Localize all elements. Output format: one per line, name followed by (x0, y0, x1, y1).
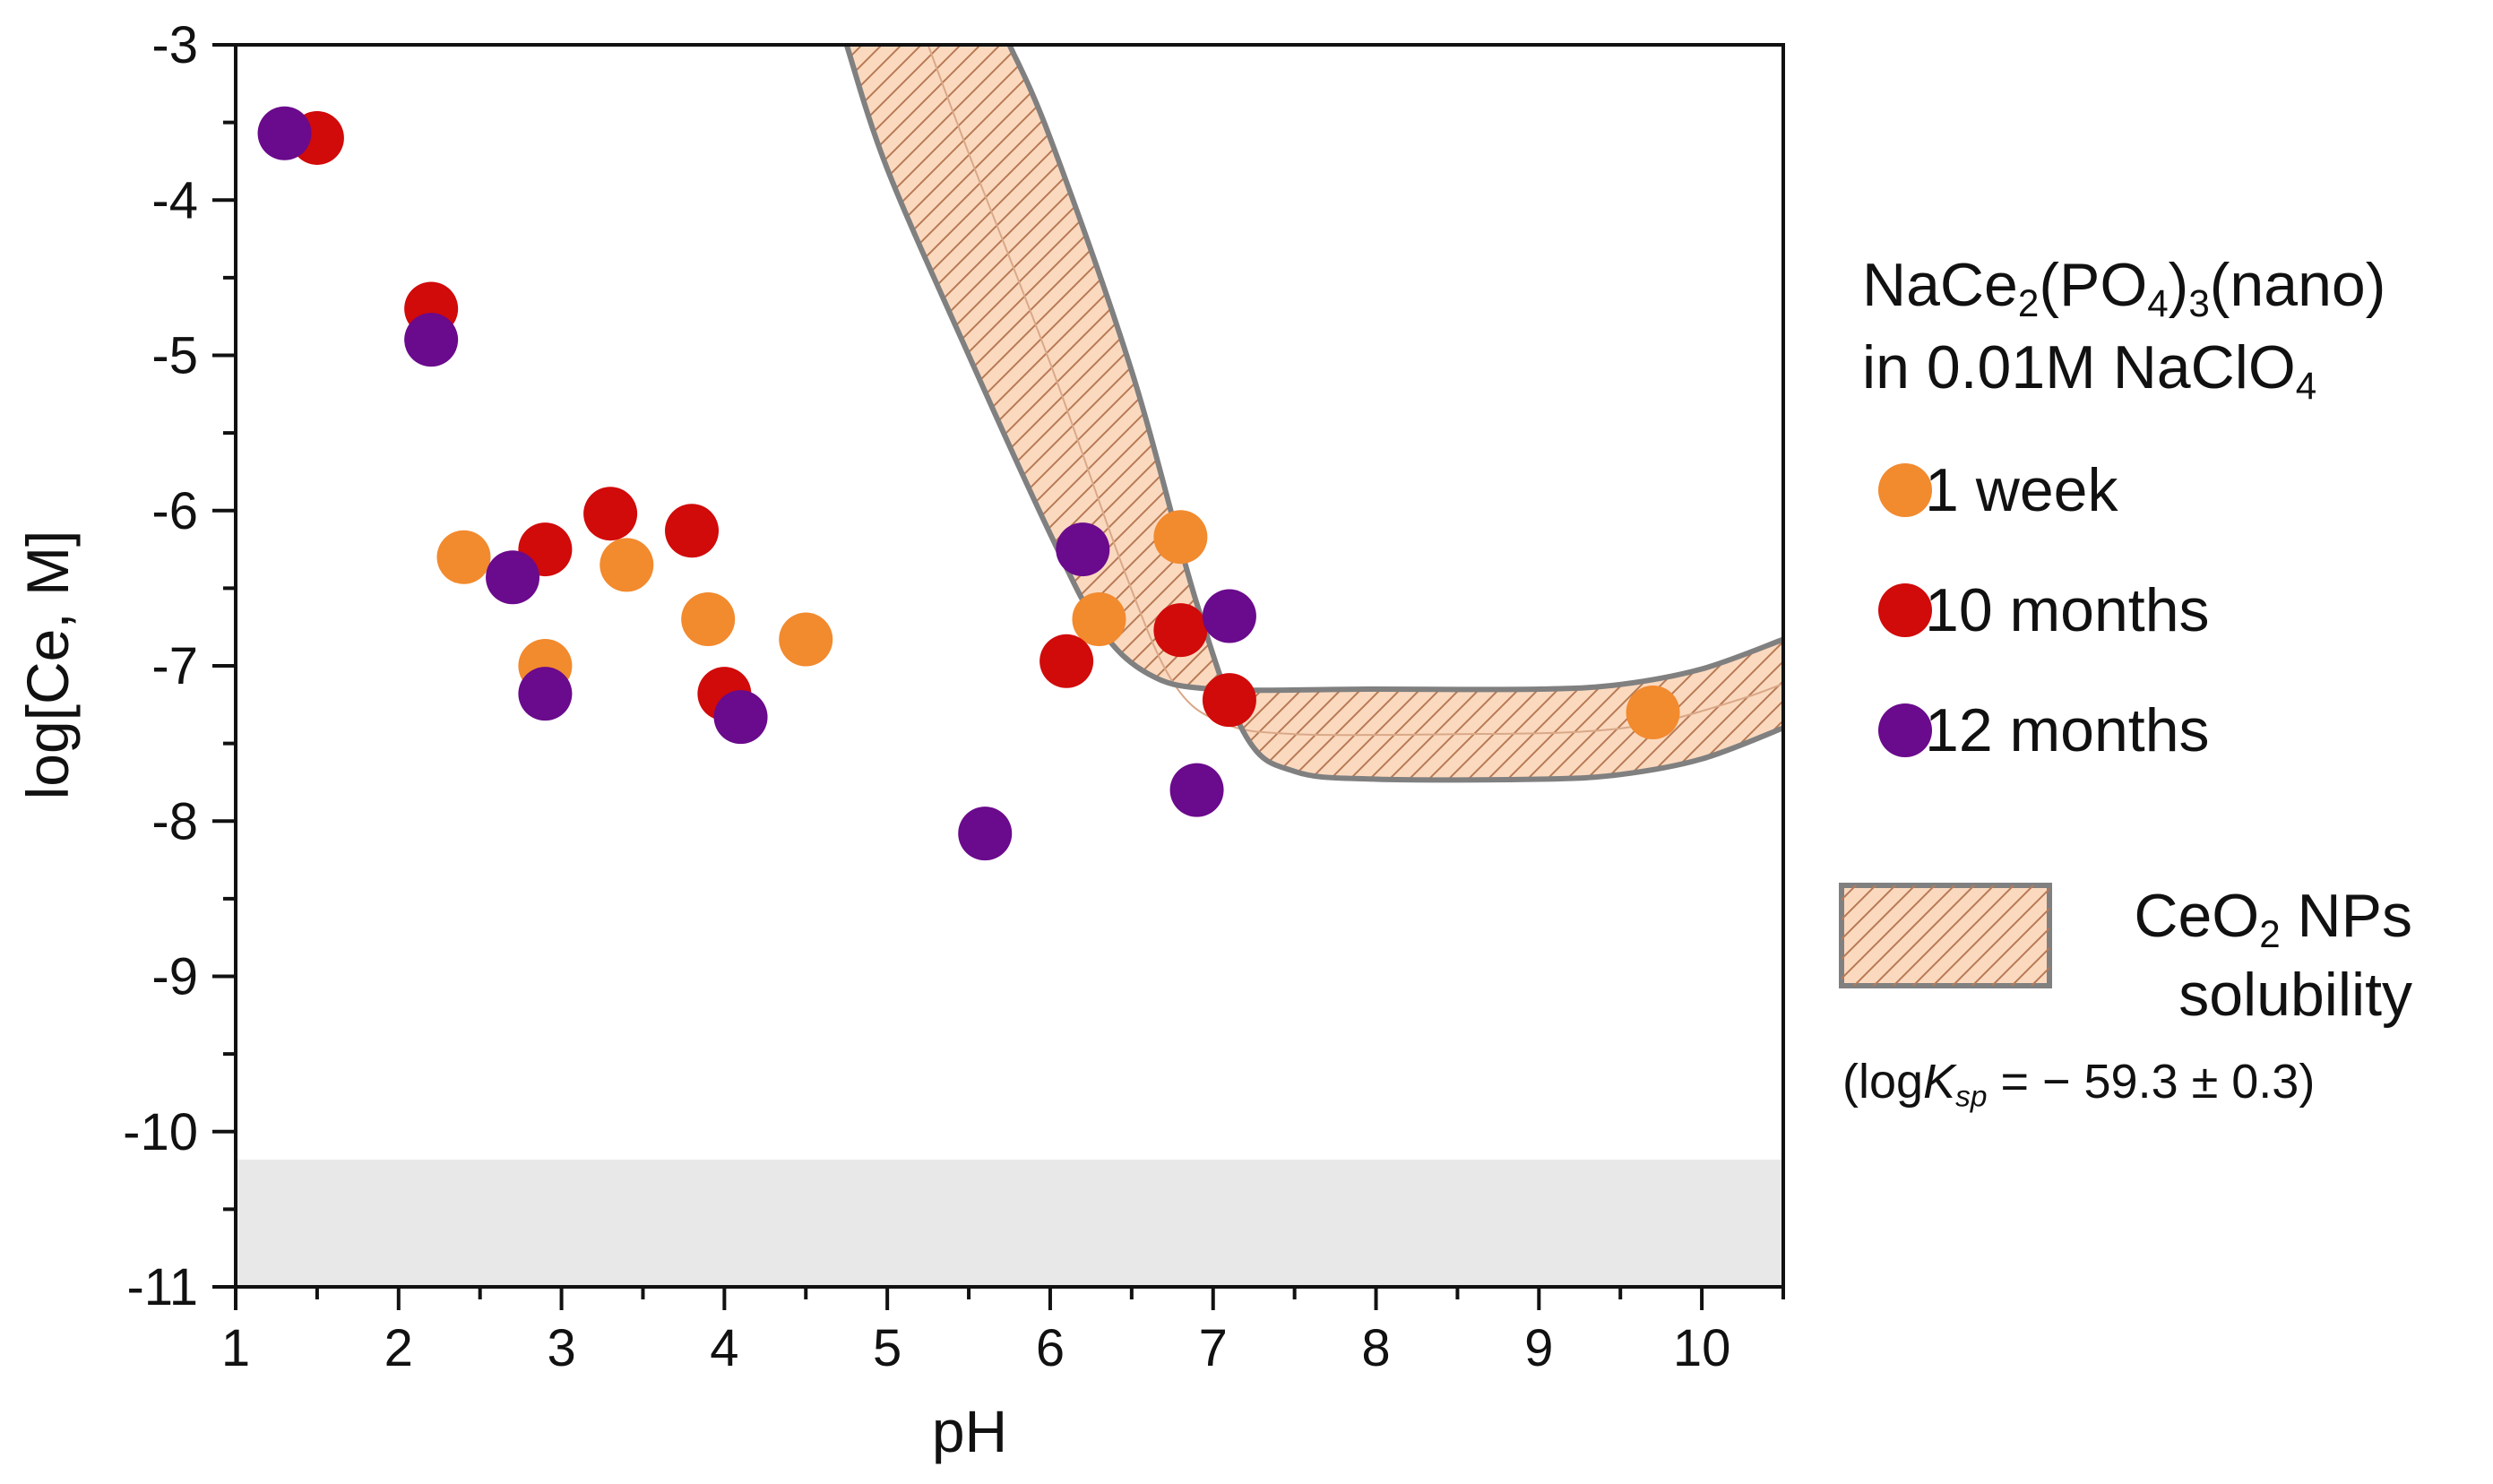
legend-band-label: CeO2 NPs solubility (0, 876, 2412, 1034)
x-tick-label: 2 (384, 1319, 413, 1377)
legend-title: NaCe2(PO4)3(nano) in 0.01M NaClO4 (1862, 244, 2385, 409)
legend-band-label-line2: solubility (2178, 961, 2412, 1029)
y-tick-label: -7 (151, 637, 198, 695)
data-points (257, 106, 1680, 861)
legend-marker-10-months (1878, 583, 1932, 637)
point-1-week-3 (600, 538, 654, 592)
x-axis: 1 2 3 4 5 6 7 8 9 10 (221, 1287, 1785, 1377)
y-axis-title: log[Ce, M] (14, 531, 81, 800)
point-12-months-2 (404, 313, 459, 367)
y-tick-label: -8 (151, 792, 198, 850)
ceo2-solubility-band-hatch (846, 45, 1783, 781)
y-tick-label: -4 (151, 171, 198, 229)
detection-limit-region (236, 1159, 1783, 1287)
x-tick-label: 4 (710, 1319, 738, 1377)
point-1-week-6 (1072, 592, 1126, 647)
legend-band-label-line1: CeO2 NPs (2134, 882, 2412, 955)
legend-marker-band (1839, 883, 2052, 988)
point-10-months-4 (583, 487, 638, 541)
legend-label: 12 months (1925, 696, 2210, 764)
y-tick-label: -10 (123, 1103, 198, 1161)
point-12-months-9 (1202, 589, 1256, 643)
y-tick-label: -5 (151, 327, 198, 385)
legend-marker-1-week (1878, 463, 1932, 517)
x-tick-label: 7 (1199, 1319, 1228, 1377)
y-tick-label: -3 (151, 16, 198, 74)
legend-marker-12-months (1878, 703, 1932, 757)
y-tick-label: -9 (151, 948, 198, 1006)
point-10-months-9 (1202, 673, 1256, 728)
point-12-months-4 (518, 667, 573, 721)
point-1-week-4 (681, 592, 736, 647)
x-tick-label: 10 (1673, 1319, 1731, 1377)
y-axis: -3 -4 -5 -6 -7 -8 -9 -10 -11 (123, 16, 236, 1316)
legend-ksp-note: (logKsp = − 59.3 ± 0.3) (1842, 1055, 2316, 1114)
point-12-months-8 (1169, 763, 1224, 817)
legend-item-10-months: 10 months (1878, 570, 2210, 651)
ceo2-solubility-band-upper-edge (843, 45, 1783, 694)
x-tick-label: 3 (547, 1319, 575, 1377)
y-tick-label: -11 (126, 1258, 198, 1316)
point-12-months-7 (1056, 522, 1110, 577)
legend-title-line2: in 0.01M NaClO4 (1862, 333, 2317, 407)
legend-title-line1: NaCe2(PO4)3(nano) (1862, 251, 2386, 324)
point-12-months-3 (486, 550, 540, 605)
x-tick-label: 9 (1524, 1319, 1553, 1377)
point-1-week-1 (436, 530, 491, 584)
point-1-week-8 (1626, 685, 1680, 739)
legend-item-12-months: 12 months (1878, 690, 2210, 771)
legend-item-1-week: 1 week (1878, 450, 2118, 531)
point-1-week-7 (1153, 510, 1208, 565)
point-12-months-1 (257, 106, 312, 160)
point-12-months-6 (958, 807, 1013, 861)
x-tick-label: 8 (1361, 1319, 1390, 1377)
legend-label: 10 months (1925, 576, 2210, 644)
legend-label: 1 week (1925, 456, 2118, 524)
point-10-months-8 (1153, 603, 1208, 658)
point-10-months-5 (665, 504, 720, 558)
x-tick-label: 5 (873, 1319, 901, 1377)
point-12-months-5 (713, 690, 768, 745)
x-tick-label: 1 (221, 1319, 250, 1377)
x-tick-label: 6 (1036, 1319, 1065, 1377)
y-tick-label: -6 (151, 482, 198, 540)
point-1-week-5 (779, 612, 833, 667)
point-10-months-7 (1039, 634, 1094, 688)
x-axis-title: pH (932, 1398, 1007, 1464)
ceo2-solubility-band-lower-edge (1006, 45, 1783, 783)
